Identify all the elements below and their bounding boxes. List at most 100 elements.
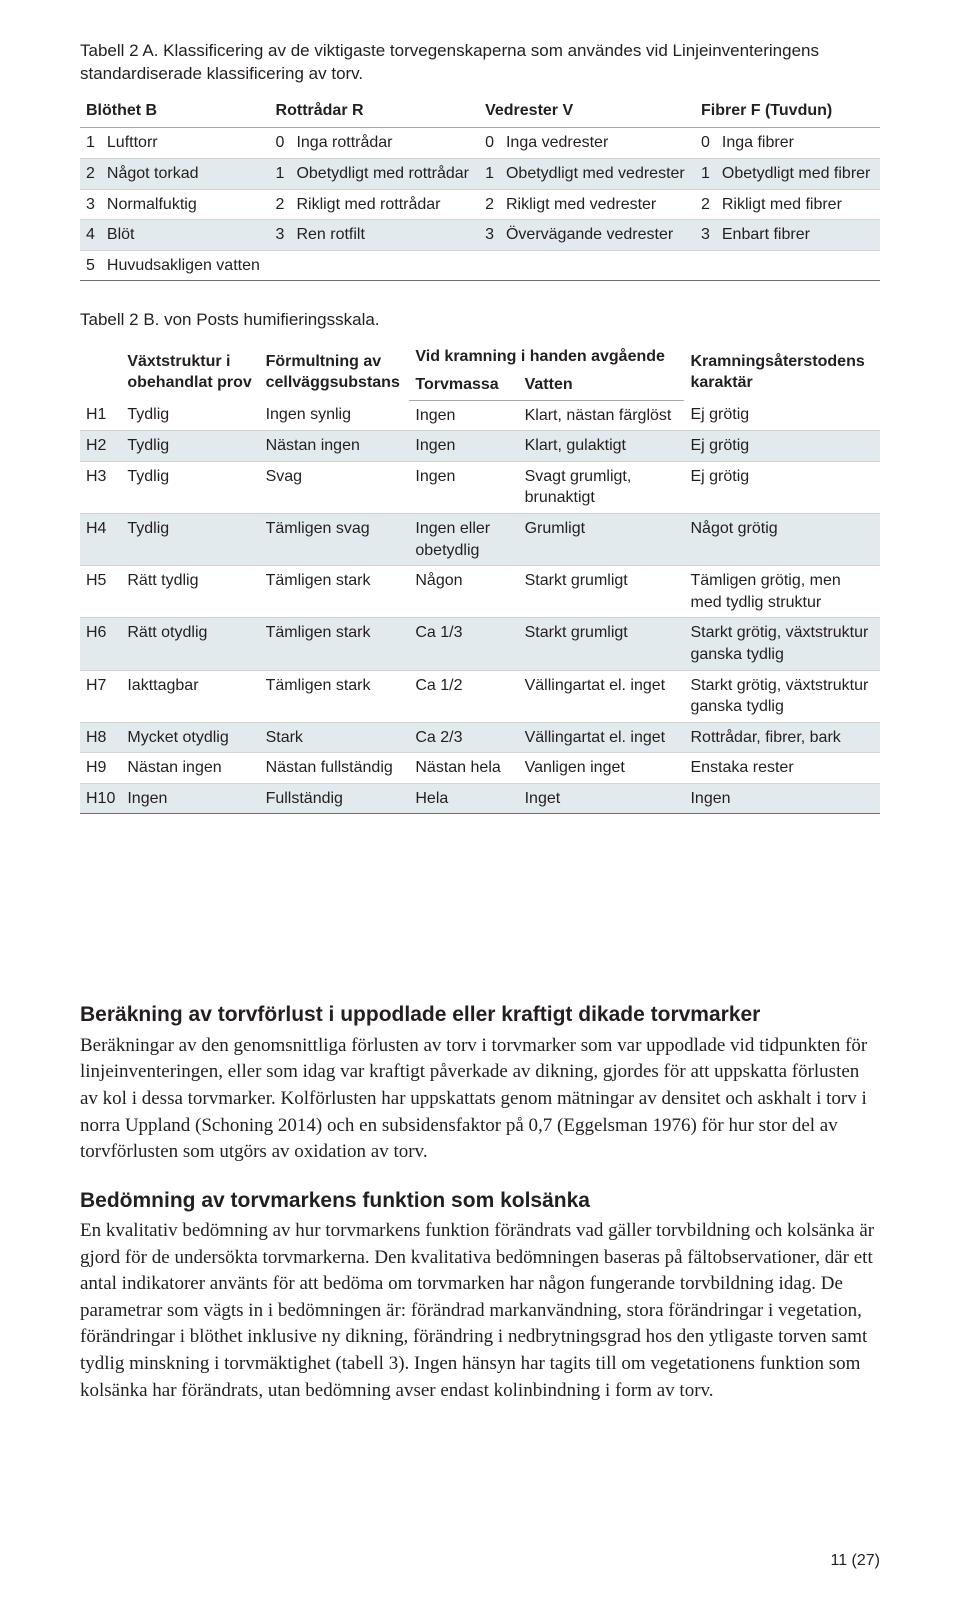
table-cell: Stark bbox=[260, 722, 410, 753]
table-cell-text: Blöt bbox=[101, 220, 270, 251]
section-2-body: En kvalitativ bedömning av hur torvmarke… bbox=[80, 1218, 880, 1404]
table-cell: Något grötig bbox=[684, 513, 880, 565]
table-cell: Ingen bbox=[684, 783, 880, 814]
section-1-body: Beräkningar av den genomsnittliga förlus… bbox=[80, 1033, 880, 1166]
table-cell-num: 2 bbox=[479, 189, 500, 220]
table-2b-header-vatten: Vatten bbox=[519, 374, 685, 400]
table-cell: Nästan hela bbox=[409, 753, 518, 784]
table-cell-id: H2 bbox=[80, 431, 121, 462]
table-cell-text: Rikligt med fibrer bbox=[716, 189, 880, 220]
table-cell: Mycket otydlig bbox=[121, 722, 259, 753]
table-cell-text bbox=[716, 250, 880, 281]
section-1-heading: Beräkning av torvförlust i uppodlade ell… bbox=[80, 1002, 880, 1028]
table-cell: Iakttagbar bbox=[121, 670, 259, 722]
table-cell: Tämligen stark bbox=[260, 670, 410, 722]
table-cell-text: Inga rottrådar bbox=[290, 128, 479, 159]
table-cell-id: H9 bbox=[80, 753, 121, 784]
table-cell: Svag bbox=[260, 461, 410, 513]
table-cell: Tämligen stark bbox=[260, 618, 410, 670]
table-cell-num: 1 bbox=[80, 128, 101, 159]
table-cell: Starkt grötig, växtstruktur ganska tydli… bbox=[684, 618, 880, 670]
table-cell: Ej grötig bbox=[684, 461, 880, 513]
table-row: 4Blöt3Ren rotfilt3Övervägande vedrester3… bbox=[80, 220, 880, 251]
table-row: 2Något torkad1Obetydligt med rottrådar1O… bbox=[80, 159, 880, 190]
table-cell-id: H1 bbox=[80, 400, 121, 431]
table-cell-text: Enbart fibrer bbox=[716, 220, 880, 251]
table-cell: Inget bbox=[519, 783, 685, 814]
table-cell-text bbox=[290, 250, 479, 281]
table-row: H1TydligIngen synligIngenKlart, nästan f… bbox=[80, 400, 880, 431]
table-cell-num: 0 bbox=[270, 128, 291, 159]
table-cell-num: 1 bbox=[479, 159, 500, 190]
table-cell: Ca 2/3 bbox=[409, 722, 518, 753]
table-2b-header-vaxtstruktur: Växtstruktur i obehandlat prov bbox=[121, 340, 259, 400]
table-cell-num: 2 bbox=[695, 189, 716, 220]
table-row: H10IngenFullständigHelaIngetIngen bbox=[80, 783, 880, 814]
table-2b-header-kramningskaraktar: Kramningsåterstodens karaktär bbox=[684, 340, 880, 400]
table-cell: Starkt grötig, växtstruktur ganska tydli… bbox=[684, 670, 880, 722]
table-cell: Tydlig bbox=[121, 400, 259, 431]
table-cell-num: 5 bbox=[80, 250, 101, 281]
table-cell-num: 3 bbox=[695, 220, 716, 251]
table-cell: Ingen bbox=[121, 783, 259, 814]
table-cell: Ingen eller obetydlig bbox=[409, 513, 518, 565]
table-2b-header-blank bbox=[80, 340, 121, 400]
table-cell: Klart, gulaktigt bbox=[519, 431, 685, 462]
page: Tabell 2 A. Klassificering av de viktiga… bbox=[0, 0, 960, 1598]
table-cell-text: Obetydligt med rottrådar bbox=[290, 159, 479, 190]
table-cell-num: 2 bbox=[270, 189, 291, 220]
table-cell-num: 4 bbox=[80, 220, 101, 251]
table-2b-header-torvmassa: Torvmassa bbox=[409, 374, 518, 400]
table-cell-text: Inga fibrer bbox=[716, 128, 880, 159]
table-cell-text: Ren rotfilt bbox=[290, 220, 479, 251]
table-cell: Svagt grumligt, brunaktigt bbox=[519, 461, 685, 513]
table-cell: Tämligen stark bbox=[260, 566, 410, 618]
table-cell-id: H8 bbox=[80, 722, 121, 753]
table-cell: Ingen bbox=[409, 400, 518, 431]
table-cell-num bbox=[479, 250, 500, 281]
table-cell: Ingen bbox=[409, 461, 518, 513]
table-cell: Ingen bbox=[409, 431, 518, 462]
table-cell: Nästan fullständig bbox=[260, 753, 410, 784]
table-cell: Vällingartat el. inget bbox=[519, 670, 685, 722]
table-cell: Fullständig bbox=[260, 783, 410, 814]
table-cell: Ca 1/3 bbox=[409, 618, 518, 670]
table-2a-header-fibrer: Fibrer F (Tuvdun) bbox=[695, 94, 880, 128]
table-cell-text bbox=[500, 250, 695, 281]
table-2a-header-blothet: Blöthet B bbox=[80, 94, 270, 128]
table-cell-num: 3 bbox=[270, 220, 291, 251]
table-2b-header-formultning: Förmultning av cellväggsubstans bbox=[260, 340, 410, 400]
table-cell-text: Huvudsakligen vatten bbox=[101, 250, 270, 281]
table-cell-text: Övervägande vedrester bbox=[500, 220, 695, 251]
spacer bbox=[80, 842, 880, 1002]
table-cell: Tämligen svag bbox=[260, 513, 410, 565]
table-cell-id: H4 bbox=[80, 513, 121, 565]
table-cell-text: Något torkad bbox=[101, 159, 270, 190]
table-row: H8Mycket otydligStarkCa 2/3Vällingartat … bbox=[80, 722, 880, 753]
table-cell: Ca 1/2 bbox=[409, 670, 518, 722]
table-cell-num bbox=[695, 250, 716, 281]
table-cell-id: H6 bbox=[80, 618, 121, 670]
table-2b: Växtstruktur i obehandlat prov Förmultni… bbox=[80, 340, 880, 814]
table-cell: Nästan ingen bbox=[121, 753, 259, 784]
table-cell: Tydlig bbox=[121, 431, 259, 462]
table-cell-num: 1 bbox=[695, 159, 716, 190]
table-row: H9Nästan ingenNästan fullständigNästan h… bbox=[80, 753, 880, 784]
table-2a-caption: Tabell 2 A. Klassificering av de viktiga… bbox=[80, 40, 880, 86]
table-row: H4TydligTämligen svagIngen eller obetydl… bbox=[80, 513, 880, 565]
table-cell: Grumligt bbox=[519, 513, 685, 565]
table-2a-header-vedrester: Vedrester V bbox=[479, 94, 695, 128]
table-row: 1Lufttorr0Inga rottrådar0Inga vedrester0… bbox=[80, 128, 880, 159]
table-cell: Klart, nästan färglöst bbox=[519, 400, 685, 431]
table-row: H2TydligNästan ingenIngenKlart, gulaktig… bbox=[80, 431, 880, 462]
table-row: 3Normalfuktig2Rikligt med rottrådar2Rikl… bbox=[80, 189, 880, 220]
table-row: H6Rätt otydligTämligen starkCa 1/3Starkt… bbox=[80, 618, 880, 670]
table-2a: Blöthet B Rottrådar R Vedrester V Fibrer… bbox=[80, 94, 880, 282]
table-cell-text: Rikligt med vedrester bbox=[500, 189, 695, 220]
table-cell-num: 3 bbox=[479, 220, 500, 251]
table-2b-caption: Tabell 2 B. von Posts humifieringsskala. bbox=[80, 309, 880, 332]
table-cell-id: H10 bbox=[80, 783, 121, 814]
table-cell-num bbox=[270, 250, 291, 281]
table-cell-num: 0 bbox=[695, 128, 716, 159]
table-cell: Tydlig bbox=[121, 513, 259, 565]
